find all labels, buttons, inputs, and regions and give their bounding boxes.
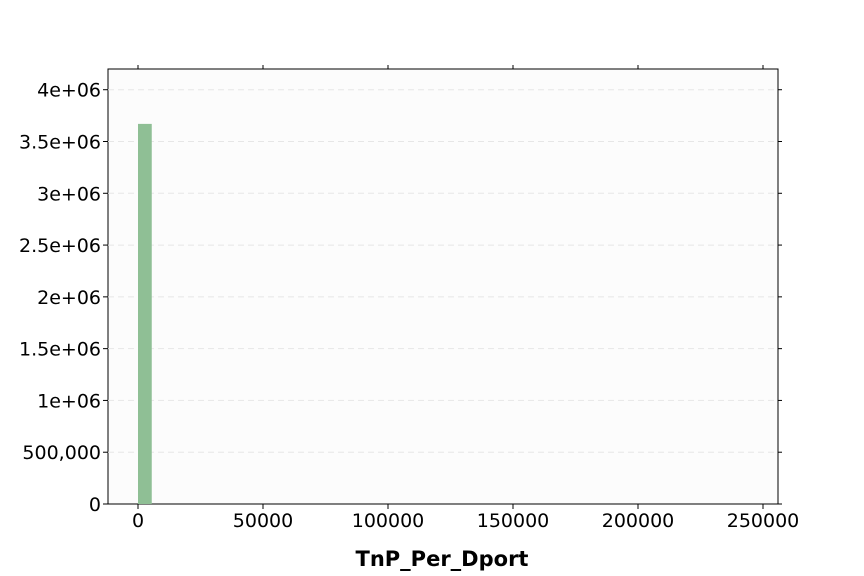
y-tick-label: 1e+06 [37, 390, 101, 412]
histogram-bars [138, 123, 152, 505]
x-tick-label: 100000 [352, 510, 425, 532]
y-tick-label: 3.5e+06 [19, 132, 101, 154]
histogram-bar [138, 123, 152, 505]
x-tick-label: 50000 [233, 510, 293, 532]
x-tick-label: 200000 [602, 510, 675, 532]
x-tick-label: 150000 [477, 510, 550, 532]
x-tick-labels: 0 50000 100000 150000 200000 250000 [132, 510, 799, 532]
y-tick-label: 1.5e+06 [19, 339, 101, 361]
y-tick-labels: 0 500,000 1e+06 1.5e+06 2e+06 2.5e+06 3e+06 3.5… [19, 80, 101, 516]
y-tick-label: 3e+06 [37, 183, 101, 205]
plot-area [107, 68, 779, 505]
x-tick-label: 0 [132, 510, 144, 532]
x-tick-label: 250000 [727, 510, 800, 532]
y-tick-label: 2.5e+06 [19, 235, 101, 257]
tick-marks [103, 65, 782, 509]
y-tick-label: 0 [89, 494, 101, 516]
x-axis-title: TnP_Per_Dport [356, 547, 529, 571]
y-tick-label: 500,000 [22, 442, 101, 464]
y-tick-label: 4e+06 [37, 80, 101, 102]
grid-lines [108, 89, 778, 453]
y-tick-label: 2e+06 [37, 287, 101, 309]
